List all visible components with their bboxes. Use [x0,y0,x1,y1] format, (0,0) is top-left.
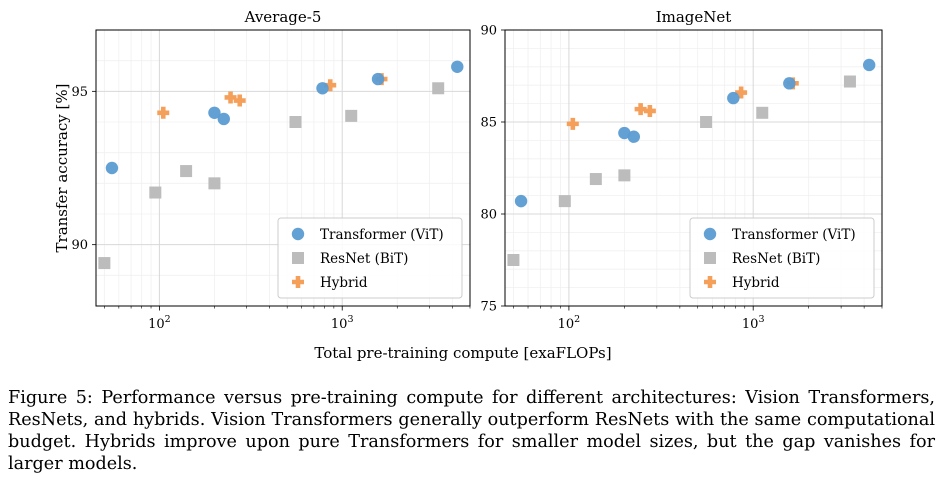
legend-box [689,217,875,299]
data-point-circle [727,91,740,105]
data-point-square [843,75,856,88]
legend-label: ResNet (BiT) [732,251,820,267]
data-point-plus [157,106,170,119]
data-point-plus [643,104,656,117]
data-point-circle [371,72,385,86]
y-tick-label: 85 [480,116,497,131]
legend-marker-plus [704,276,716,288]
y-tick-label: 90 [480,24,497,39]
x-tick-label-exponent: 2 [165,314,171,325]
data-point-plus [735,86,748,99]
data-point-square [289,116,302,128]
shared-x-axis-label: Total pre-training compute [exaFLOPs] [314,344,611,362]
data-point-square [756,106,769,119]
plot-frame [95,29,471,307]
data-point-circle [217,112,230,126]
x-tick-label: 103 [331,314,354,332]
data-point-square [345,109,358,122]
data-point-plus [224,91,237,104]
data-point-square [149,186,162,199]
x-tick-label-exponent: 3 [758,314,764,325]
y-tick-label: 95 [71,85,88,100]
data-point-square [432,82,445,95]
legend: Transformer (ViT) ResNet (BiT) Hybrid [689,217,875,299]
legend-label: Transformer (ViT) [732,227,856,243]
data-point-plus [566,117,579,130]
x-tick-label: 103 [742,314,765,332]
data-point-circle [618,126,631,140]
data-point-circle [514,194,528,208]
x-tick-label-base: 10 [558,317,575,332]
series-circle [514,58,876,208]
legend-label: ResNet (BiT) [320,251,408,267]
data-point-circle [208,106,221,120]
legend-marker-circle [291,227,305,241]
legend: Transformer (ViT) ResNet (BiT) Hybrid [277,217,463,299]
x-tick-label-base: 10 [148,317,165,332]
data-point-circle [783,77,796,90]
x-tick-label-exponent: 3 [347,314,353,325]
x-tick-label: 102 [148,314,171,332]
legend-marker-square [292,252,304,264]
legend-marker-plus [292,276,304,288]
data-point-circle [451,60,464,73]
x-tick-label: 102 [558,314,581,332]
data-point-circle [316,82,329,95]
legend-box [277,217,463,299]
data-point-square [589,173,602,186]
legend-label: Transformer (ViT) [320,227,444,243]
x-tick-label-base: 10 [742,317,759,332]
series-circle [105,60,464,175]
data-point-plus [233,94,246,107]
data-point-square [180,165,193,178]
data-point-square [98,257,111,270]
chart-title: Average-5 [244,8,322,26]
data-point-circle [627,130,641,143]
data-point-square [208,177,221,190]
x-tick-label-exponent: 2 [574,314,580,325]
y-tick-label: 90 [71,238,88,253]
data-point-square [507,254,520,266]
data-point-square [700,116,713,128]
series-square [507,75,856,266]
x-tick-label-base: 10 [331,317,348,332]
chart-title: ImageNet [656,8,732,26]
y-tick-label: 80 [480,208,497,223]
y-tick-label: 75 [480,300,497,315]
legend-marker-circle [703,227,717,241]
y-axis-label: Transfer accuracy [%] [53,84,71,253]
figure-caption: Figure 5: Performance versus pre-trainin… [8,388,935,474]
series-square [98,82,445,270]
legend-label: Hybrid [320,275,368,291]
data-point-circle [862,58,876,72]
plot-frame [504,29,883,307]
legend-label: Hybrid [732,275,780,291]
data-point-square [558,195,571,208]
data-point-square [618,169,631,182]
legend-marker-square [704,252,716,264]
data-point-circle [105,161,119,175]
